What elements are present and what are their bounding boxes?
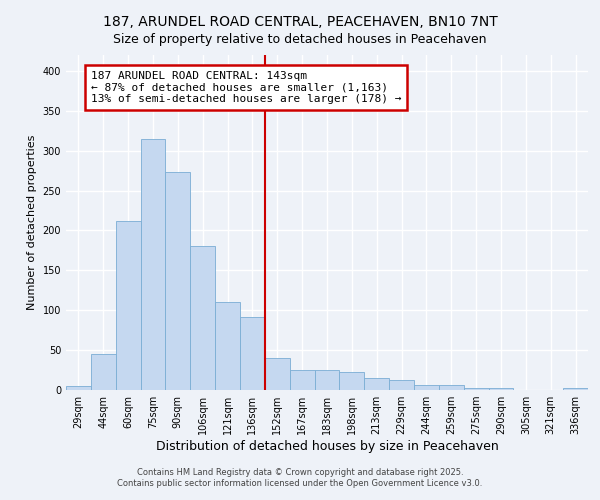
- Y-axis label: Number of detached properties: Number of detached properties: [27, 135, 37, 310]
- Bar: [215, 302, 240, 390]
- Bar: [464, 388, 488, 390]
- Bar: [340, 372, 364, 390]
- Bar: [265, 358, 290, 390]
- Bar: [563, 388, 588, 390]
- Bar: [240, 316, 265, 390]
- Text: 187 ARUNDEL ROAD CENTRAL: 143sqm
← 87% of detached houses are smaller (1,163)
13: 187 ARUNDEL ROAD CENTRAL: 143sqm ← 87% o…: [91, 71, 401, 104]
- X-axis label: Distribution of detached houses by size in Peacehaven: Distribution of detached houses by size …: [155, 440, 499, 453]
- Text: 187, ARUNDEL ROAD CENTRAL, PEACEHAVEN, BN10 7NT: 187, ARUNDEL ROAD CENTRAL, PEACEHAVEN, B…: [103, 15, 497, 29]
- Bar: [66, 386, 91, 390]
- Bar: [389, 380, 414, 390]
- Bar: [314, 370, 340, 390]
- Bar: [364, 378, 389, 390]
- Bar: [166, 172, 190, 390]
- Bar: [190, 246, 215, 390]
- Bar: [290, 370, 314, 390]
- Bar: [91, 354, 116, 390]
- Bar: [439, 385, 464, 390]
- Bar: [116, 221, 140, 390]
- Bar: [140, 138, 166, 390]
- Bar: [488, 388, 514, 390]
- Bar: [414, 385, 439, 390]
- Text: Size of property relative to detached houses in Peacehaven: Size of property relative to detached ho…: [113, 32, 487, 46]
- Text: Contains HM Land Registry data © Crown copyright and database right 2025.
Contai: Contains HM Land Registry data © Crown c…: [118, 468, 482, 487]
